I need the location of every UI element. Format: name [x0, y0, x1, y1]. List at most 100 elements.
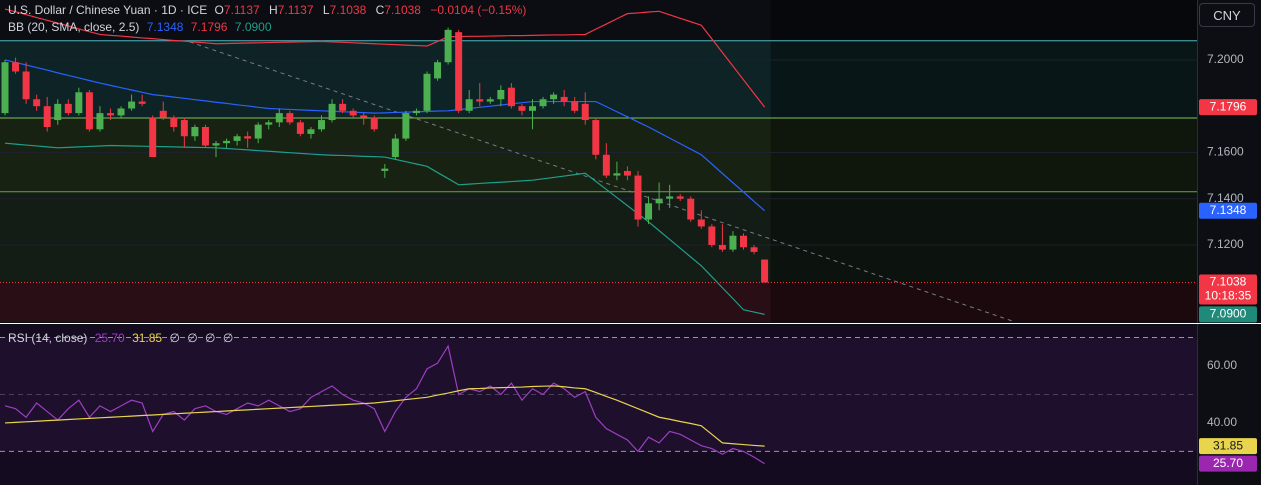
candle-body — [275, 113, 283, 123]
candle-body — [244, 136, 252, 139]
placeholder: ∅ — [187, 331, 198, 345]
currency-button[interactable]: CNY — [1199, 3, 1255, 27]
symbol-legend: U.S. Dollar / Chinese Yuan · 1D · ICE O7… — [8, 3, 532, 17]
countdown: 10:18:35 — [1205, 289, 1252, 303]
candle-body — [391, 138, 399, 158]
candle-body — [318, 120, 325, 130]
candle-body — [497, 89, 505, 100]
candle-body — [623, 170, 631, 176]
zone — [0, 282, 1197, 322]
series-line — [4, 8, 766, 108]
candle-body — [75, 92, 83, 114]
candle-body — [117, 108, 125, 116]
candle-body — [138, 101, 146, 104]
candle-body — [740, 235, 747, 248]
candle-body — [602, 154, 610, 176]
symbol-title: U.S. Dollar / Chinese Yuan · 1D · ICE — [8, 3, 208, 17]
price-badge-label: 7.0900 — [1210, 307, 1247, 321]
candle-body — [85, 92, 93, 130]
candle-body — [307, 129, 315, 134]
candle-body — [370, 117, 378, 130]
ohlc-prefix: H — [269, 3, 278, 17]
price-badge — [1199, 455, 1257, 472]
candle-body — [476, 99, 484, 102]
candle-body — [201, 126, 209, 146]
candle-body — [1, 62, 9, 114]
candle-body — [212, 143, 220, 146]
candle-body — [581, 103, 589, 121]
y-tick-label: 40.00 — [1207, 415, 1237, 429]
ohlc-value: 7.1038 — [384, 3, 421, 17]
y-tick-label: 7.1200 — [1207, 237, 1244, 251]
candle-body — [286, 113, 294, 123]
trend-line — [189, 41, 1015, 323]
candle-body — [233, 136, 241, 141]
candle-body — [729, 235, 737, 250]
candle-body — [33, 99, 41, 107]
ohlc-prefix: L — [322, 3, 330, 17]
indicator-value: 7.1796 — [190, 20, 228, 34]
candle-body — [655, 198, 663, 204]
candle-body — [634, 175, 642, 220]
y-tick-label: 7.1600 — [1207, 145, 1244, 159]
candle-body — [296, 122, 304, 134]
candle-body — [507, 87, 515, 107]
candle-body — [560, 96, 568, 102]
price-badge-label: 31.85 — [1213, 438, 1243, 452]
candle-body — [465, 99, 473, 111]
candle-body — [159, 110, 167, 118]
bb-legend: BB (20, SMA, close, 2.5) 7.1348 7.1796 7… — [8, 20, 276, 34]
price-axis-bg — [1197, 0, 1261, 485]
candle-body — [339, 103, 347, 111]
candle-body — [96, 113, 104, 130]
candle-body — [444, 29, 452, 63]
candle-body — [592, 120, 600, 155]
candle-body — [718, 244, 726, 250]
candle-body — [349, 110, 357, 116]
candle-body — [54, 103, 62, 121]
candle-body — [550, 94, 558, 100]
candle-body — [254, 124, 262, 139]
candle-body — [613, 173, 621, 176]
ohlc-value: 7.1137 — [223, 3, 260, 17]
price-badge — [1199, 438, 1257, 455]
candle-body — [423, 73, 431, 111]
series-line — [4, 344, 765, 465]
candle-body — [381, 168, 389, 171]
candle-body — [265, 122, 273, 125]
ohlc-prefix: O — [214, 3, 224, 17]
candle-body — [360, 115, 368, 118]
candle-body — [191, 126, 199, 137]
placeholder: ∅ — [169, 331, 180, 345]
y-tick-label: 7.1400 — [1207, 191, 1244, 205]
zone — [0, 0, 1197, 41]
candle-body — [434, 62, 442, 79]
candle-body — [529, 106, 536, 111]
indicator-name: RSI (14, close) — [8, 331, 88, 345]
indicator-name: BB (20, SMA, close, 2.5) — [8, 20, 140, 34]
candle-body — [539, 99, 547, 107]
placeholder: ∅ — [222, 331, 234, 345]
candle-body — [328, 103, 336, 121]
indicator-value: 7.0900 — [234, 20, 272, 34]
candle-body — [12, 62, 20, 72]
ohlc-prefix: C — [375, 3, 385, 17]
zone — [0, 40, 1197, 118]
candle-body — [412, 110, 420, 114]
candle-body — [128, 101, 136, 109]
indicator-value: 25.70 — [94, 331, 125, 345]
zone — [0, 191, 1197, 283]
price-badge — [1199, 202, 1257, 219]
price-badge — [1199, 306, 1257, 323]
price-badge — [1199, 274, 1257, 305]
candle-body — [180, 120, 188, 137]
price-badge-label: 7.1348 — [1210, 203, 1247, 217]
candle-body — [518, 106, 526, 111]
y-tick-label: 60.00 — [1207, 358, 1237, 372]
ohlc-value: 7.1038 — [329, 3, 367, 17]
candle-body — [455, 32, 463, 111]
price-badge-label: 7.1038 — [1210, 275, 1247, 289]
candle-body — [697, 219, 705, 227]
